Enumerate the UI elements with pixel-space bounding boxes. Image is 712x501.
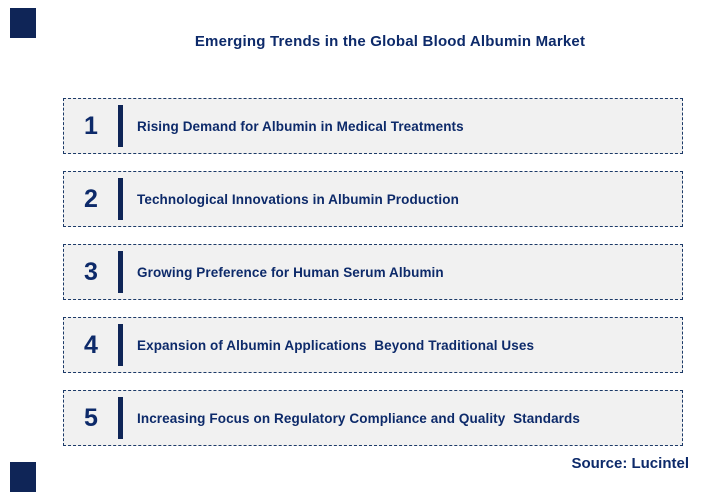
trend-label: Growing Preference for Human Serum Album… — [137, 264, 444, 280]
trend-list: 1 Rising Demand for Albumin in Medical T… — [63, 98, 683, 463]
trend-number: 4 — [84, 330, 98, 359]
trend-row-4: 4 Expansion of Albumin Applications Beyo… — [63, 317, 683, 373]
trend-row-1: 1 Rising Demand for Albumin in Medical T… — [63, 98, 683, 154]
vertical-divider-bar — [118, 105, 123, 147]
trend-number: 1 — [84, 111, 98, 140]
trend-number: 2 — [84, 184, 98, 213]
vertical-divider-bar — [118, 324, 123, 366]
corner-square-top-left-icon — [10, 8, 36, 38]
trend-row-2: 2 Technological Innovations in Albumin P… — [63, 171, 683, 227]
vertical-divider-bar — [118, 397, 123, 439]
trend-label: Expansion of Albumin Applications Beyond… — [137, 337, 535, 353]
trend-number: 3 — [84, 257, 98, 286]
trend-row-5: 5 Increasing Focus on Regulatory Complia… — [63, 390, 683, 446]
page-title: Emerging Trends in the Global Blood Albu… — [194, 33, 586, 50]
corner-square-bottom-left-icon — [10, 462, 36, 492]
trend-label: Rising Demand for Albumin in Medical Tre… — [137, 118, 464, 134]
trend-number: 5 — [84, 403, 98, 432]
trend-row-3: 3 Growing Preference for Human Serum Alb… — [63, 244, 683, 300]
vertical-divider-bar — [118, 178, 123, 220]
trend-label: Increasing Focus on Regulatory Complianc… — [137, 410, 580, 426]
source-credit: Source: Lucintel — [571, 455, 689, 472]
trend-label: Technological Innovations in Albumin Pro… — [137, 191, 459, 207]
vertical-divider-bar — [118, 251, 123, 293]
